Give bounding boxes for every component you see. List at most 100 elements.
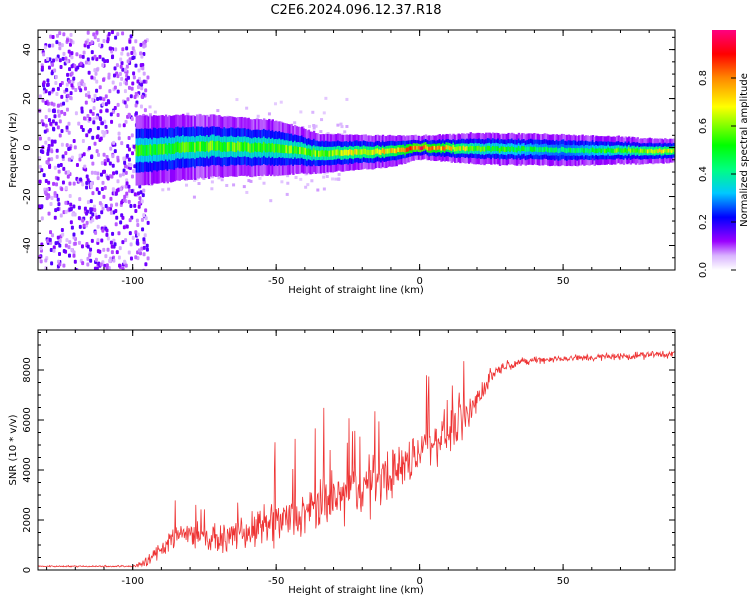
heatmap-noise-cell [69, 220, 73, 225]
heatmap-noise-cell [125, 191, 129, 196]
heatmap-noise-cell [98, 201, 102, 206]
heatmap-ridge-cell [581, 147, 584, 153]
heatmap-noise-cell [86, 262, 90, 267]
heatmap-halo-cell [216, 109, 220, 113]
heatmap-noise-cell [96, 176, 100, 181]
heatmap-noise-cell [134, 209, 138, 214]
heatmap-noise-cell [90, 170, 94, 175]
heatmap-noise-cell [44, 115, 48, 120]
heatmap-noise-cell [127, 157, 131, 162]
heatmap-noise-cell [142, 79, 146, 84]
x-tick-label: 0 [416, 576, 422, 587]
heatmap-ridge-cell [145, 144, 149, 156]
heatmap-noise-cell [90, 75, 94, 80]
heatmap-noise-cell [127, 184, 131, 189]
heatmap-noise-cell [70, 55, 74, 60]
heatmap-noise-cell [40, 216, 44, 221]
heatmap-noise-cell [93, 170, 97, 175]
heatmap-noise-cell [128, 231, 132, 236]
heatmap-ridge-cell [245, 142, 249, 152]
heatmap-halo-cell [286, 181, 290, 185]
heatmap-ridge-cell [586, 148, 590, 153]
heatmap-noise-cell [110, 30, 114, 35]
heatmap-noise-cell [134, 111, 138, 116]
heatmap-noise-cell [118, 72, 122, 77]
heatmap-noise-cell [52, 109, 56, 114]
heatmap-noise-cell [89, 210, 93, 215]
heatmap-noise-cell [58, 46, 62, 51]
heatmap-noise-cell [52, 245, 56, 250]
heatmap-noise-cell [131, 235, 135, 240]
heatmap-noise-cell [62, 101, 66, 106]
heatmap-noise-cell [106, 247, 110, 252]
heatmap-ridge-cell [386, 148, 390, 154]
heatmap-noise-cell [125, 224, 129, 229]
heatmap-noise-cell [39, 259, 43, 264]
heatmap-noise-cell [38, 136, 42, 141]
heatmap-noise-cell [46, 239, 50, 244]
heatmap-ridge-cell [405, 147, 409, 152]
heatmap-noise-cell [118, 173, 122, 178]
heatmap-noise-cell [38, 204, 42, 209]
heatmap-noise-cell [51, 233, 55, 238]
heatmap-ridge-cell [615, 148, 619, 153]
heatmap-noise-cell [87, 70, 91, 75]
heatmap-ridge-cell [559, 148, 562, 153]
heatmap-ridge-cell [664, 148, 667, 153]
heatmap-noise-cell [92, 204, 96, 209]
heatmap-noise-cell [87, 61, 91, 66]
heatmap-noise-cell [103, 161, 107, 166]
heatmap-noise-cell [84, 60, 88, 65]
heatmap-noise-cell [135, 100, 139, 105]
heatmap-noise-cell [88, 117, 92, 122]
heatmap-noise-cell [136, 232, 140, 237]
heatmap-noise-cell [112, 171, 116, 176]
heatmap-noise-cell [109, 146, 113, 151]
heatmap-noise-cell [122, 156, 126, 161]
heatmap-noise-cell [137, 204, 141, 209]
heatmap-ridge-cell [244, 141, 247, 151]
heatmap-halo-cell [153, 110, 157, 114]
heatmap-noise-cell [52, 248, 56, 253]
heatmap-noise-cell [56, 86, 60, 91]
heatmap-halo-cell [210, 180, 214, 184]
heatmap-ridge-cell [378, 149, 381, 155]
heatmap-noise-cell [126, 59, 130, 64]
heatmap-noise-cell [83, 86, 87, 91]
heatmap-ridge-cell [195, 141, 199, 152]
heatmap-ridge-cell [545, 146, 548, 152]
heatmap-noise-cell [50, 101, 54, 106]
heatmap-ridge-cell [216, 140, 219, 151]
heatmap-ridge-cell [571, 148, 574, 153]
heatmap-ridge-cell [397, 147, 400, 153]
heatmap-noise-cell [44, 258, 48, 263]
heatmap-noise-cell [79, 177, 83, 182]
heatmap-noise-cell [108, 258, 112, 263]
heatmap-halo-cell [308, 124, 312, 128]
heatmap-noise-cell [65, 107, 69, 112]
heatmap-noise-cell [95, 215, 99, 220]
heatmap-ridge-cell [658, 148, 662, 153]
heatmap-noise-cell [77, 121, 81, 126]
heatmap-ridge-cell [614, 148, 617, 154]
heatmap-noise-cell [80, 79, 84, 84]
heatmap-halo-cell [193, 178, 197, 182]
heatmap-noise-cell [80, 109, 84, 114]
heatmap-noise-cell [112, 258, 116, 263]
spectrogram-xlabel: Height of straight line (km) [288, 285, 424, 296]
y-tick-label: -40 [22, 237, 33, 253]
heatmap-noise-cell [109, 46, 113, 51]
heatmap-noise-cell [54, 75, 58, 80]
heatmap-ridge-cell [207, 142, 211, 153]
heatmap-ridge-cell [211, 140, 214, 151]
heatmap-noise-cell [115, 202, 119, 207]
heatmap-ridge-cell [448, 145, 452, 151]
heatmap-noise-cell [71, 212, 75, 217]
heatmap-noise-cell [69, 202, 73, 207]
heatmap-noise-cell [62, 51, 66, 56]
heatmap-noise-cell [102, 152, 106, 157]
heatmap-noise-cell [85, 133, 89, 138]
heatmap-halo-cell [185, 183, 189, 187]
heatmap-noise-cell [124, 184, 128, 189]
heatmap-halo-cell [314, 124, 318, 128]
